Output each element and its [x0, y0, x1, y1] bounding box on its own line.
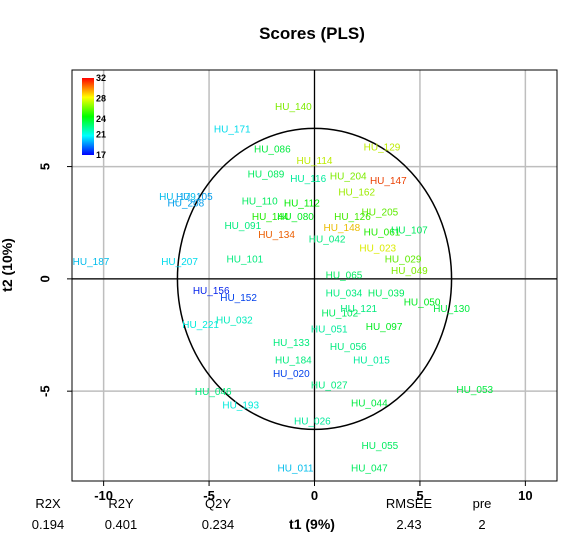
point-label: HU_156 — [193, 286, 230, 297]
point-label: HU_065 — [326, 270, 363, 281]
point-label: HU_046 — [195, 387, 232, 398]
point-label: HU_032 — [216, 315, 253, 326]
colorbar-gradient — [82, 78, 94, 155]
point-label: HU_061 — [364, 228, 401, 239]
point-label: HU_162 — [338, 187, 375, 198]
point-label: HU_116 — [290, 174, 326, 185]
point-label: HU_042 — [309, 234, 346, 245]
y-tick-label: 5 — [37, 163, 52, 170]
x-tick-label: -10 — [94, 488, 113, 503]
point-label: HU_184 — [275, 356, 312, 367]
point-label: HU_134 — [258, 230, 295, 241]
point-label: HU_034 — [326, 288, 363, 299]
point-label: HU_208 — [168, 199, 205, 210]
point-label: HU_105 — [176, 192, 213, 203]
colorbar-tick-label: 17 — [96, 150, 106, 160]
point-label: HU_221 — [182, 320, 219, 331]
model-stats: R2X 0.194 R2Y 0.401 Q2Y 0.234 RMSEE 2.43 pre 2 — [32, 496, 492, 532]
point-label: HU_179 — [159, 192, 196, 203]
stat-value: 0.194 — [32, 517, 65, 532]
point-label: HU_171 — [214, 124, 251, 135]
stat-header: R2Y — [108, 496, 134, 511]
point-label: HU_056 — [330, 342, 367, 353]
colorbar-tick-label: 24 — [96, 114, 106, 124]
point-label: HU_133 — [273, 338, 310, 349]
point-label: HU_086 — [254, 145, 291, 156]
x-tick-label: -5 — [203, 488, 215, 503]
point-label: HU_193 — [222, 401, 259, 412]
x-tick-label: 0 — [311, 488, 318, 503]
y-axis-title: t2 (10%) — [0, 238, 15, 292]
stat-value: 2.43 — [396, 517, 421, 532]
stat-header: Q2Y — [205, 496, 231, 511]
stat-header: RMSEE — [386, 496, 433, 511]
y-tick-label: -5 — [37, 385, 52, 397]
point-label: HU_102 — [321, 309, 358, 320]
colorbar-tick-label: 28 — [96, 94, 106, 104]
colorbar-tick-label: 32 — [96, 73, 106, 83]
point-label: HU_049 — [391, 266, 428, 277]
point-label: HU_044 — [351, 398, 388, 409]
colorbar-tick-label: 21 — [96, 129, 106, 139]
point-label: HU_047 — [351, 464, 388, 475]
point-label: HU_053 — [456, 385, 493, 396]
stat-value: 0.401 — [105, 517, 138, 532]
x-axis-title: t1 (9%) — [289, 516, 335, 532]
point-label: HU_027 — [311, 380, 348, 391]
point-label: HU_207 — [161, 257, 198, 268]
point-label: HU_130 — [433, 304, 470, 315]
point-label: HU_187 — [73, 257, 110, 268]
x-tick-label: 5 — [416, 488, 423, 503]
stat-header: R2X — [35, 496, 61, 511]
point-label: HU_129 — [364, 142, 401, 153]
point-label: HU_097 — [366, 322, 403, 333]
point-label: HU_205 — [362, 207, 399, 218]
point-label: HU_051 — [311, 324, 348, 335]
x-tick-labels: -10 -5 0 5 10 — [94, 481, 533, 503]
point-label: HU_140 — [275, 102, 312, 113]
chart-title: Scores (PLS) — [259, 24, 365, 43]
point-label: HU_107 — [391, 225, 428, 236]
point-label: HU_144 — [252, 212, 289, 223]
point-label: HU_080 — [277, 212, 314, 223]
point-label: HU_110 — [242, 196, 278, 207]
point-label: HU_091 — [224, 221, 261, 232]
point-label: HU_152 — [220, 293, 257, 304]
y-tick-labels: -5 0 5 — [37, 163, 72, 397]
point-label: HU_148 — [324, 223, 361, 234]
point-label: HU_050 — [404, 297, 441, 308]
x-tick-label: 10 — [518, 488, 532, 503]
point-label: HU_039 — [368, 288, 405, 299]
point-label: HU_055 — [362, 441, 399, 452]
point-label: HU_121 — [340, 304, 377, 315]
point-label: HU_101 — [227, 255, 264, 266]
point-label: HU_015 — [353, 356, 390, 367]
stat-header: pre — [473, 496, 492, 511]
stat-value: 0.234 — [202, 517, 235, 532]
point-label: HU_204 — [330, 172, 367, 183]
point-label: HU_026 — [294, 416, 331, 427]
point-label: HU_114 — [297, 156, 333, 167]
point-label: HU_089 — [248, 169, 285, 180]
point-label: HU_112 — [284, 199, 320, 210]
colorbar-legend — [82, 78, 94, 155]
stat-value: 2 — [478, 517, 485, 532]
point-label: HU_029 — [385, 255, 422, 266]
colorbar-tick-labels: 17 21 24 28 32 — [96, 73, 106, 160]
point-label: HU_023 — [359, 243, 396, 254]
zero-axes — [72, 70, 557, 481]
point-label: HU_126 — [334, 212, 371, 223]
point-label: HU_020 — [273, 369, 310, 380]
point-label: HU_147 — [370, 176, 407, 187]
point-label: HU_011 — [278, 464, 314, 475]
y-tick-label: 0 — [37, 275, 52, 282]
